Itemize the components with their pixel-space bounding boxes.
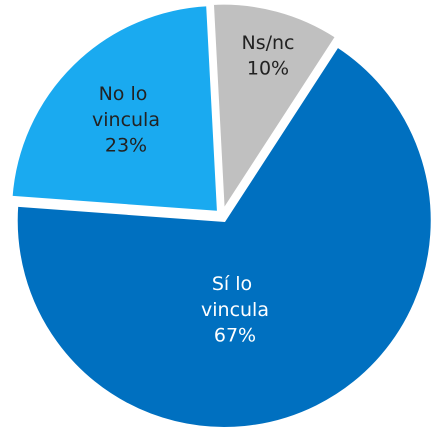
pie-slice bbox=[210, 1, 339, 216]
slice-value: 67% bbox=[214, 325, 256, 347]
slice-label-line: Ns/nc bbox=[241, 32, 294, 54]
slice-label-line: No lo bbox=[99, 83, 154, 105]
slice-label-line: Sí lo bbox=[212, 273, 258, 295]
slice-label-line: vincula bbox=[201, 299, 269, 321]
slice-label: No lo vincula bbox=[92, 83, 160, 131]
slice-value: 10% bbox=[247, 58, 289, 80]
slice-label-line: vincula bbox=[92, 109, 160, 131]
pie-slice bbox=[14, 43, 431, 430]
slice-value: 23% bbox=[105, 135, 147, 157]
slice-label: Sí lo vincula bbox=[201, 273, 269, 321]
slice-label: Ns/nc bbox=[241, 32, 294, 54]
pie-slice bbox=[9, 3, 221, 215]
